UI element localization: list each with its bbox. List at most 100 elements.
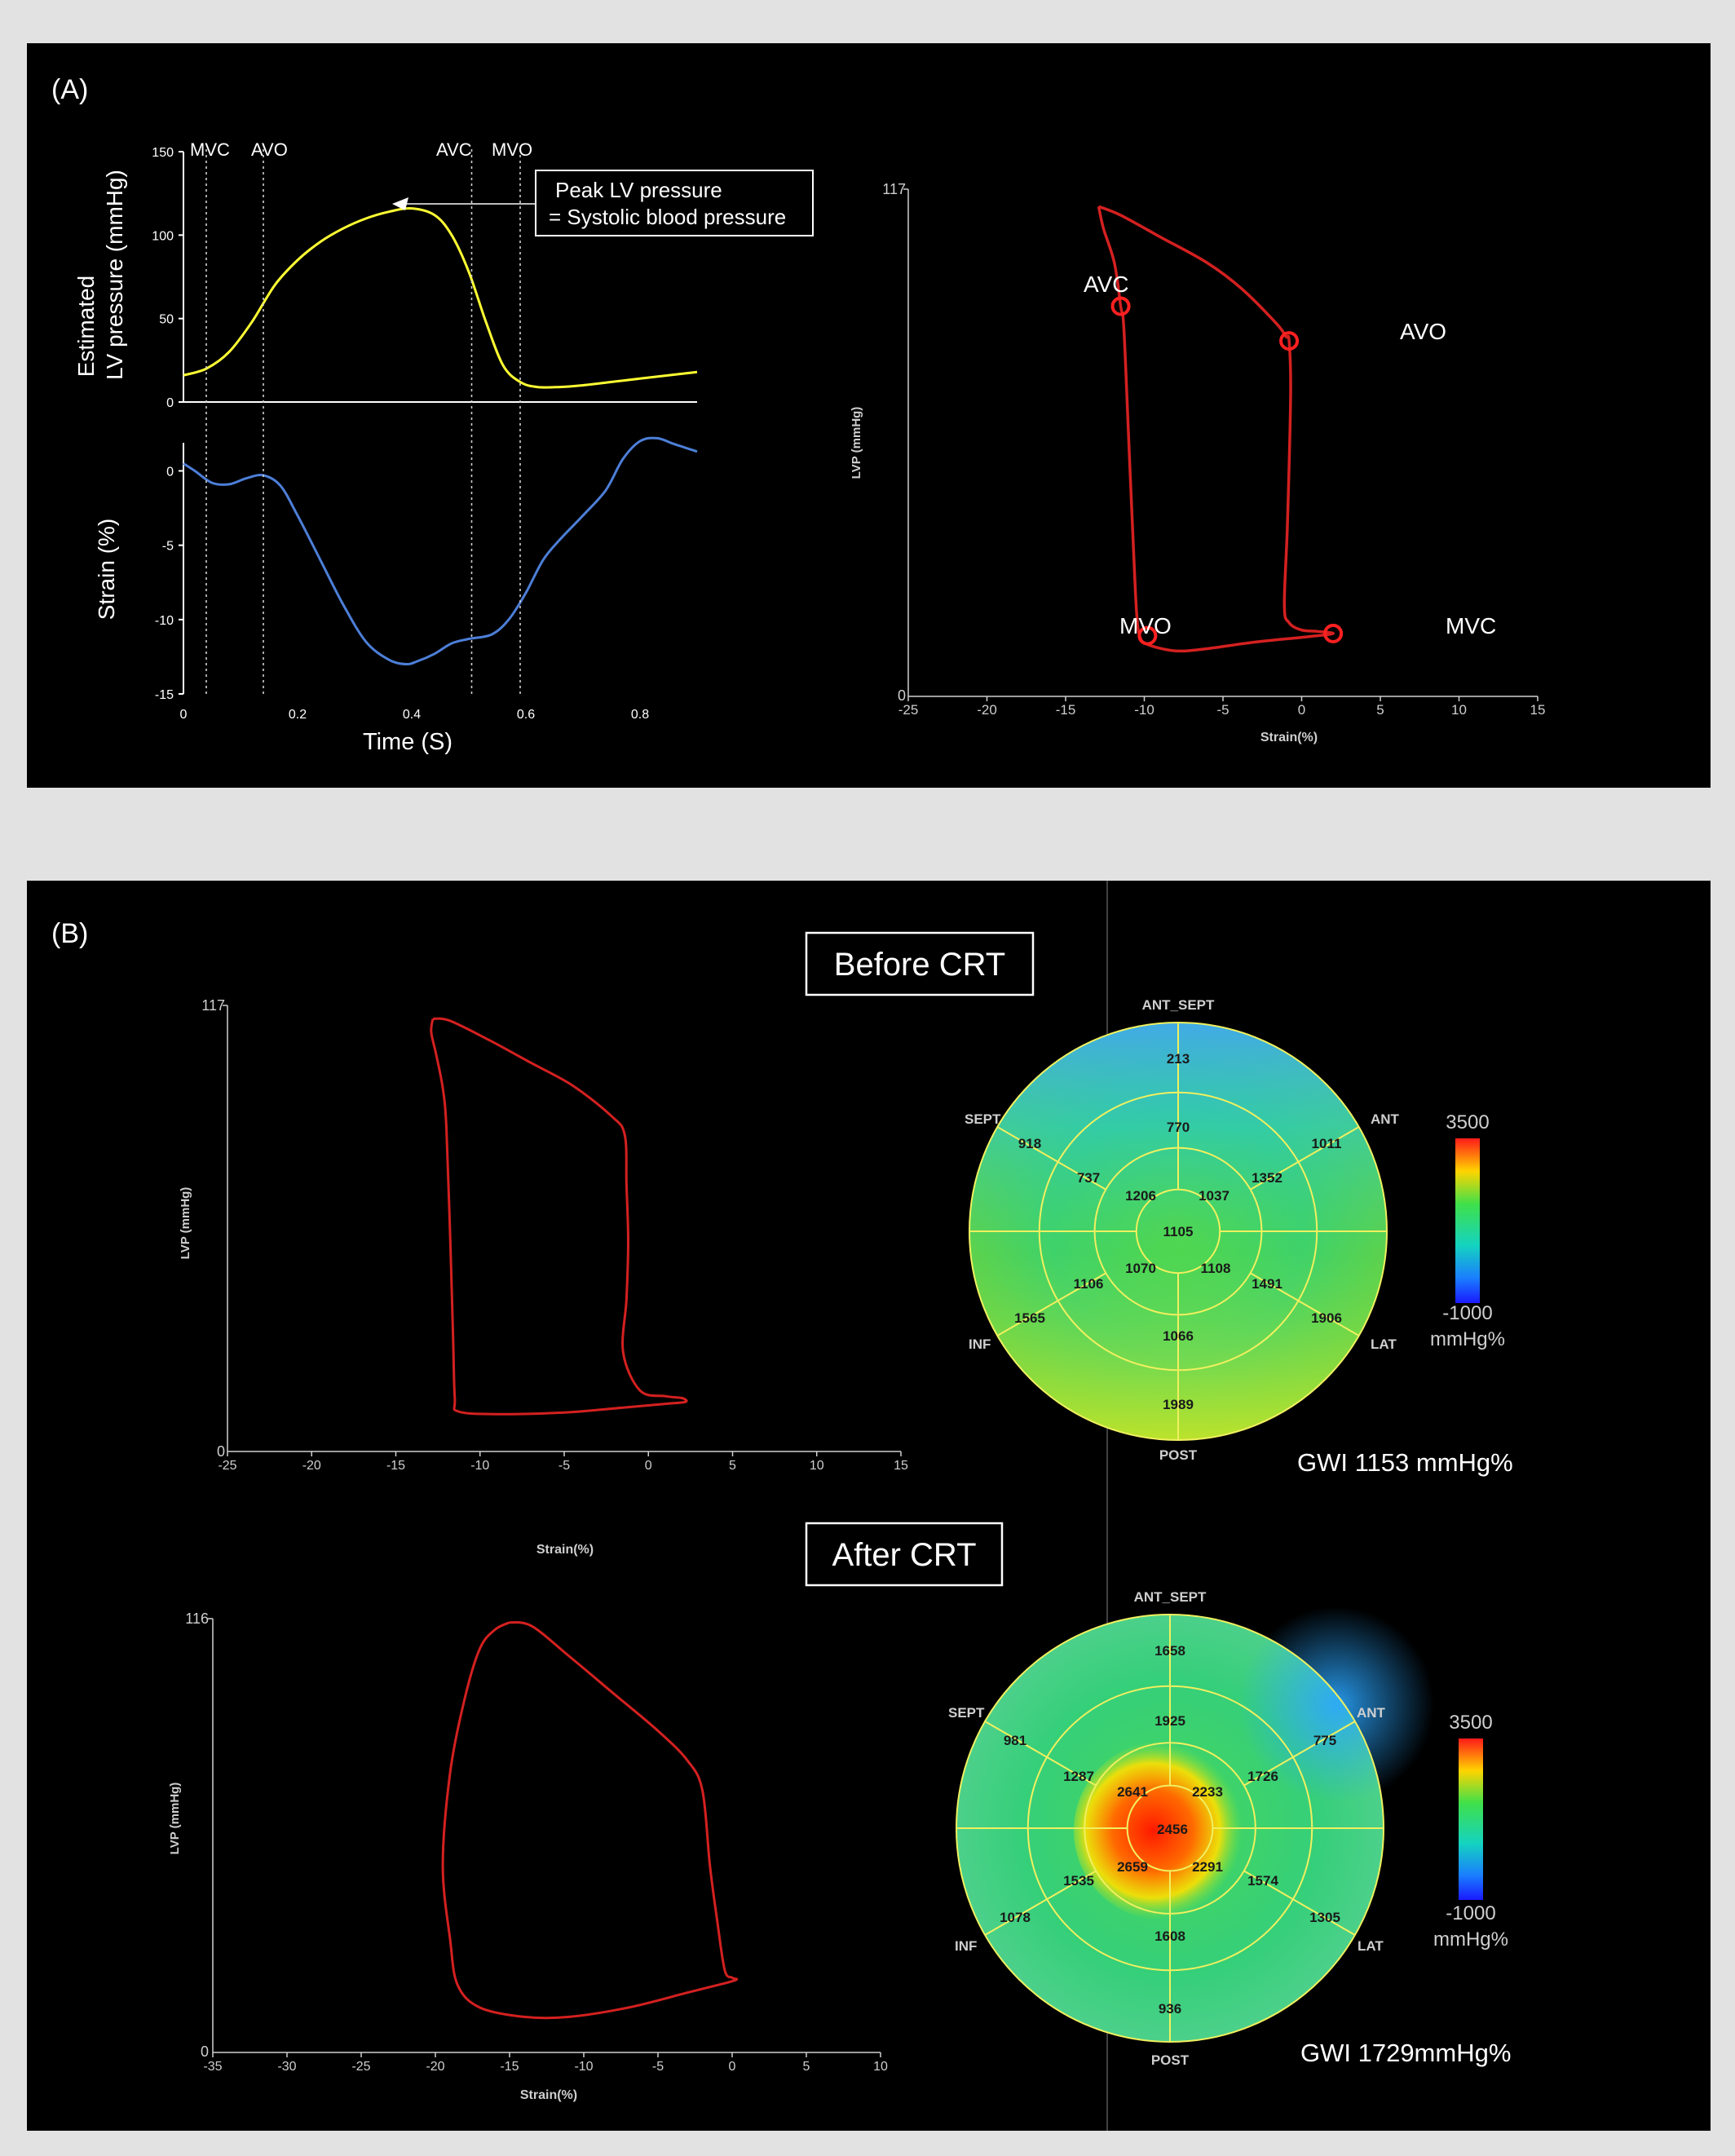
before-colorbar-min: -1000 <box>1442 1302 1492 1324</box>
event-label-avo: AVO <box>251 139 288 160</box>
event-label-mvc: MVC <box>190 139 230 160</box>
after-loop-xlabel: Strain(%) <box>520 2088 577 2102</box>
after-seg-mid-4: 1608 <box>1154 1928 1185 1944</box>
callout-box <box>535 170 814 236</box>
before-grid-spoke-basal <box>996 1300 1059 1336</box>
panel-a-label: (A) <box>51 74 88 105</box>
loop-point-mvo: MVO <box>1119 613 1172 638</box>
loop-a-xtick-label: -10 <box>1134 702 1154 718</box>
before-grid-spoke-basal <box>1297 1300 1360 1336</box>
loop-a-xtick-label: 10 <box>1451 702 1467 718</box>
before-wall-ur: ANT <box>1371 1111 1400 1127</box>
pv-loop-a: -25 -20 -15 -10 -5 0 5 10 15 <box>898 188 1545 718</box>
time-xlabel: Time (S) <box>363 729 453 755</box>
loop-a-curve <box>1097 205 1335 653</box>
loop-before-xtick-label: -25 <box>218 1459 236 1473</box>
before-colorbar-max: 3500 <box>1446 1111 1489 1133</box>
before-loop-ylabel: LVP (mmHg) <box>179 1187 192 1260</box>
callout-line1: Peak LV pressure <box>555 178 722 202</box>
loop-before-xtick-label: -10 <box>470 1459 489 1473</box>
after-grid-spoke-mid <box>1243 1870 1294 1900</box>
loop-before-xtick-label: 15 <box>894 1459 908 1473</box>
pressure-line <box>183 206 698 389</box>
loop-a-xtick-label: -15 <box>1056 702 1076 718</box>
before-seg-mid-5: 1106 <box>1074 1276 1104 1292</box>
loop-after-xtick-label: -5 <box>652 2060 664 2074</box>
after-colorbar-min: -1000 <box>1446 1902 1495 1924</box>
after-seg-mid-5: 1535 <box>1063 1873 1094 1889</box>
loop-after-xtick-label: 5 <box>803 2060 810 2074</box>
before-bullseye <box>969 1022 1388 1441</box>
after-wall-top: ANT_SEPT <box>1134 1589 1207 1605</box>
before-loop-ymax: 117 <box>201 997 225 1014</box>
time-xtick-label: 0.6 <box>517 708 535 722</box>
after-seg-mid-3: 1574 <box>1247 1873 1278 1889</box>
before-wall-top: ANT_SEPT <box>1142 997 1215 1013</box>
loop-after-xtick-label: -35 <box>203 2060 222 2074</box>
before-title: Before CRT <box>834 947 1005 983</box>
after-seg-basal-5: 1078 <box>1000 1910 1031 1925</box>
before-seg-mid-4: 1066 <box>1163 1328 1194 1344</box>
after-seg-apical-4: 2659 <box>1117 1859 1148 1875</box>
loop-point-avc: AVC <box>1084 272 1129 297</box>
pressure-ylabel-line1: Estimated <box>73 276 99 378</box>
event-lines <box>205 149 521 694</box>
before-wall-ul: SEPT <box>965 1111 1001 1127</box>
pressure-ytick-label: 50 <box>159 313 174 327</box>
before-seg-basal-5: 1565 <box>1014 1310 1045 1326</box>
after-seg-mid-2: 1726 <box>1247 1769 1278 1784</box>
strain-ytick-label: 0 <box>166 465 174 479</box>
loop-a-xtick-label: 0 <box>1298 702 1305 718</box>
loop-a-xlabel: Strain(%) <box>1260 731 1318 744</box>
after-grid-spoke-mid <box>1046 1870 1097 1900</box>
time-xtick-label: 0 <box>180 708 188 722</box>
loop-before-curve <box>430 1017 688 1416</box>
strain-ytick-label: -15 <box>155 688 174 702</box>
before-grid-spoke-mid <box>1057 1272 1106 1301</box>
loop-a-xtick-label: -25 <box>898 702 919 718</box>
pressure-ylabel-line2: LV pressure (mmHg) <box>102 170 127 380</box>
strain-chart: 0 -5 -10 -15 0 0.2 0.4 0.6 0.8 <box>155 436 698 722</box>
after-wall-ll: INF <box>955 1938 977 1954</box>
before-wall-bottom: POST <box>1159 1447 1198 1463</box>
before-bullseye-shading <box>969 1023 1387 1440</box>
before-seg-basal-4: 1989 <box>1163 1397 1194 1412</box>
loop-a-marker-avc <box>1110 296 1131 316</box>
before-seg-apex: 1105 <box>1163 1224 1194 1239</box>
loop-a-ymax: 117 <box>882 181 906 197</box>
after-seg-apical-2: 2233 <box>1192 1784 1223 1800</box>
pressure-ytick-label: 0 <box>166 396 174 410</box>
after-loop-ymin: 0 <box>201 2043 209 2060</box>
panel-b: (B) Before CRT After CRT -25 -20 -15 -10 -5 0… <box>27 881 1711 2131</box>
before-seg-apical-1: 1206 <box>1125 1188 1156 1204</box>
loop-point-mvc: MVC <box>1446 613 1496 638</box>
loop-before-xtick-label: -15 <box>386 1459 405 1473</box>
time-xtick-label: 0.2 <box>289 708 307 722</box>
before-grid-spoke-mid <box>1250 1272 1299 1301</box>
before-seg-basal-1: 213 <box>1167 1051 1190 1067</box>
after-seg-basal-3: 1305 <box>1309 1910 1340 1925</box>
strain-ytick-label: -10 <box>155 614 174 628</box>
before-seg-basal-3: 1906 <box>1311 1310 1342 1326</box>
loop-a-xtick-label: -5 <box>1216 702 1229 718</box>
after-seg-mid-6: 1287 <box>1063 1769 1094 1784</box>
callout-arrowhead <box>392 197 408 210</box>
before-grid-spoke-basal <box>996 1126 1059 1163</box>
before-colorbar-unit: mmHg% <box>1430 1328 1505 1350</box>
loop-after-xtick-label: -10 <box>574 2060 593 2074</box>
before-title-box <box>805 931 1035 996</box>
before-loop-xlabel: Strain(%) <box>536 1543 594 1557</box>
after-seg-apical-3: 2291 <box>1192 1859 1223 1875</box>
after-gwi: GWI 1729mmHg% <box>1300 2039 1511 2067</box>
pressure-chart: 0 50 100 150 <box>152 146 698 410</box>
before-seg-apical-4: 1070 <box>1125 1261 1156 1276</box>
after-seg-apical-1: 2641 <box>1117 1784 1148 1800</box>
before-seg-mid-6: 737 <box>1077 1170 1100 1186</box>
loop-before-xtick-label: -5 <box>558 1459 570 1473</box>
after-wall-ur: ANT <box>1357 1705 1386 1721</box>
after-grid-spoke-mid <box>1243 1756 1294 1787</box>
before-gwi: GWI 1153 mmHg% <box>1297 1448 1513 1477</box>
loop-a-marker-mvo <box>1137 625 1158 646</box>
after-seg-apex: 2456 <box>1157 1822 1188 1837</box>
after-wall-bottom: POST <box>1151 2052 1190 2068</box>
